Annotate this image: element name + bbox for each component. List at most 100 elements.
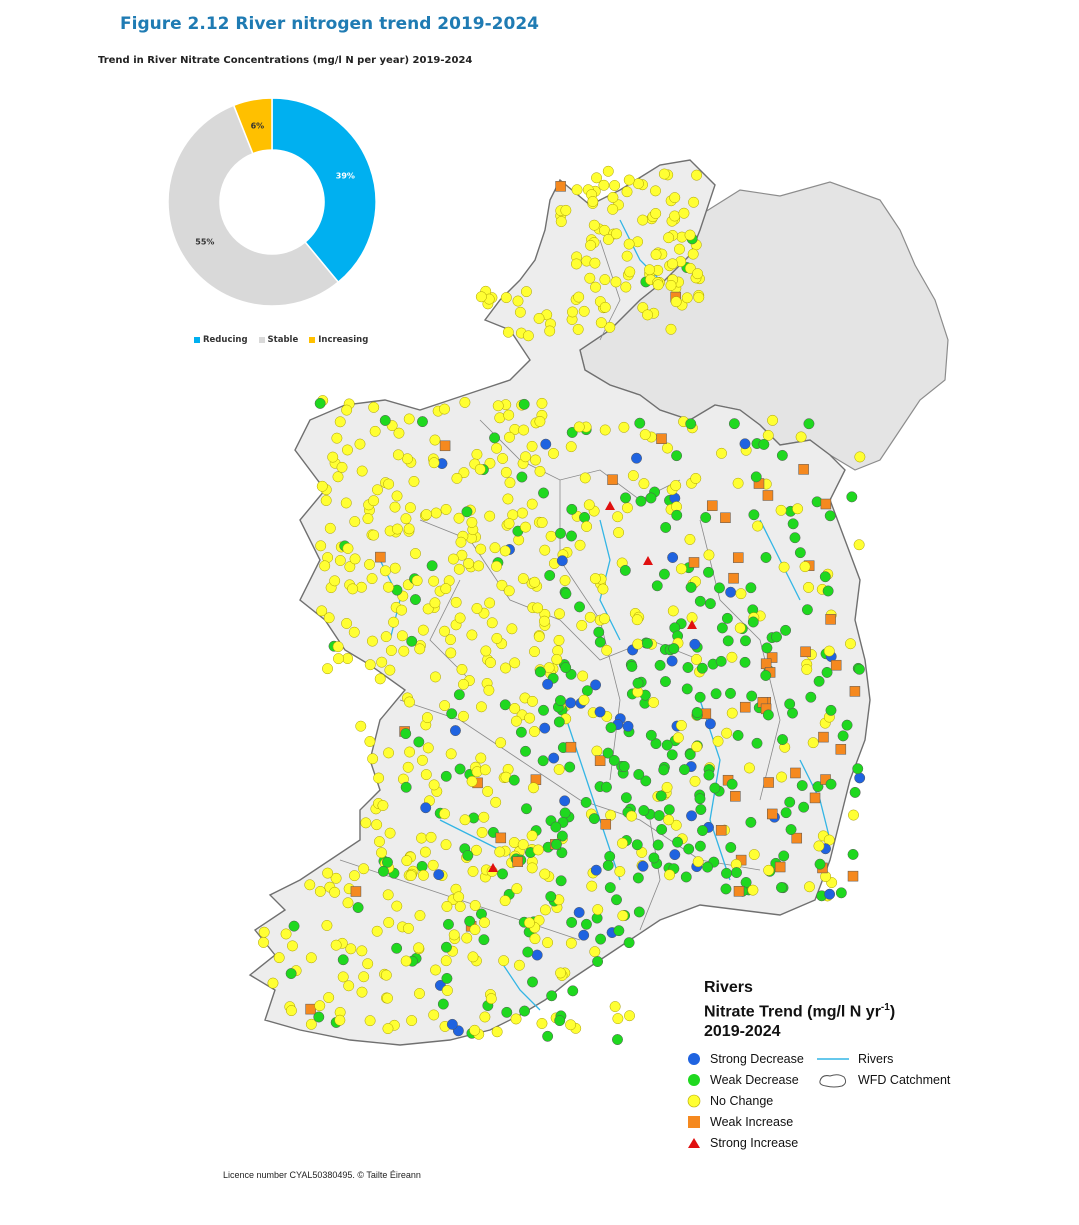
no-change-site xyxy=(504,431,515,443)
no-change-site xyxy=(475,752,487,764)
weak-increase-site xyxy=(847,870,859,882)
no-change-site xyxy=(823,645,835,657)
weak-decrease-site xyxy=(680,871,692,883)
weak-decrease-site xyxy=(796,780,808,791)
no-change-site xyxy=(598,179,610,191)
no-change-site xyxy=(520,286,532,298)
no-change-site xyxy=(314,885,326,897)
no-change-site xyxy=(453,891,465,903)
no-change-site xyxy=(663,814,675,826)
weak-decrease-site xyxy=(638,805,650,816)
circle-symbol xyxy=(686,1051,702,1067)
no-change-site xyxy=(663,232,675,244)
weak-decrease-site xyxy=(731,867,742,878)
no-change-site xyxy=(670,480,682,491)
no-change-site xyxy=(624,266,636,278)
no-change-site xyxy=(341,404,353,416)
strong-decrease-site xyxy=(666,655,678,667)
weak-decrease-site xyxy=(608,754,620,766)
no-change-site xyxy=(508,837,520,848)
no-change-site xyxy=(703,549,715,561)
strong-decrease-site xyxy=(704,718,716,730)
weak-decrease-site xyxy=(805,691,817,703)
no-change-site xyxy=(374,673,386,685)
weak-decrease-site xyxy=(746,690,758,702)
no-change-site xyxy=(398,645,410,657)
weak-increase-site xyxy=(809,792,821,804)
weak-decrease-site xyxy=(656,824,668,835)
strong-decrease-site xyxy=(725,586,737,598)
weak-decrease-site xyxy=(837,730,849,742)
weak-decrease-site xyxy=(555,875,567,887)
circle-symbol xyxy=(686,1093,702,1109)
weak-decrease-site xyxy=(694,595,706,607)
no-change-site xyxy=(502,326,514,338)
weak-decrease-site xyxy=(592,956,604,967)
no-change-site xyxy=(393,427,405,439)
no-change-site xyxy=(491,632,503,644)
weak-decrease-site xyxy=(694,793,706,805)
no-change-site xyxy=(602,233,614,245)
pie-slice-stable xyxy=(167,104,340,307)
weak-increase-site xyxy=(762,490,774,501)
strong-increase-site xyxy=(643,556,653,565)
no-change-site xyxy=(454,612,466,624)
no-change-site xyxy=(504,477,516,489)
no-change-site xyxy=(684,533,696,545)
weak-decrease-site xyxy=(560,588,572,600)
weak-decrease-site xyxy=(516,471,528,483)
weak-increase-site xyxy=(495,832,507,844)
no-change-site xyxy=(524,712,536,724)
catchment-boundary xyxy=(429,579,471,681)
no-change-site xyxy=(610,276,622,288)
weak-increase-site xyxy=(350,886,362,897)
no-change-site xyxy=(445,647,457,659)
no-change-site xyxy=(314,1000,326,1012)
weak-increase-site xyxy=(728,572,739,584)
weak-decrease-site xyxy=(604,882,616,894)
strong-decrease-site xyxy=(539,722,551,734)
no-change-site xyxy=(665,279,677,291)
no-change-site xyxy=(406,1015,418,1026)
weak-decrease-site xyxy=(847,848,859,860)
no-change-site xyxy=(401,453,413,465)
weak-decrease-site xyxy=(534,666,546,678)
pie-data-label: 55% xyxy=(195,238,214,247)
weak-decrease-site xyxy=(835,887,847,899)
weak-decrease-site xyxy=(556,830,568,842)
legend-title-line1: Rivers xyxy=(704,979,753,996)
no-change-site xyxy=(712,735,724,747)
legend-item-reducing: Reducing xyxy=(194,335,248,345)
weak-decrease-site xyxy=(400,781,412,793)
no-change-site xyxy=(456,664,468,675)
weak-decrease-site xyxy=(777,734,788,745)
no-change-site xyxy=(497,453,509,464)
no-change-site xyxy=(402,922,414,934)
no-change-site xyxy=(334,1014,346,1026)
legend-label: Reducing xyxy=(203,335,248,345)
weak-decrease-site xyxy=(520,745,531,757)
no-change-site xyxy=(523,917,535,929)
no-change-site xyxy=(383,478,395,490)
weak-decrease-site xyxy=(697,825,708,836)
weak-decrease-site xyxy=(825,704,837,716)
no-change-site xyxy=(480,645,492,657)
no-change-site xyxy=(498,955,510,967)
no-change-site xyxy=(469,1024,481,1036)
no-change-site xyxy=(565,1019,577,1031)
strong-decrease-site xyxy=(590,679,602,691)
no-change-site xyxy=(799,561,811,573)
no-change-site xyxy=(529,933,541,945)
weak-decrease-site xyxy=(663,804,675,816)
weak-decrease-site xyxy=(825,778,837,790)
no-change-site xyxy=(752,520,764,532)
no-change-site xyxy=(447,553,459,565)
no-change-site xyxy=(578,305,590,317)
no-change-site xyxy=(511,883,523,895)
weak-decrease-site xyxy=(758,438,770,450)
no-change-site xyxy=(461,932,473,944)
no-change-site xyxy=(471,603,483,614)
strong-increase-site xyxy=(605,501,615,510)
weak-decrease-site xyxy=(824,510,836,522)
no-change-site xyxy=(612,1013,624,1025)
